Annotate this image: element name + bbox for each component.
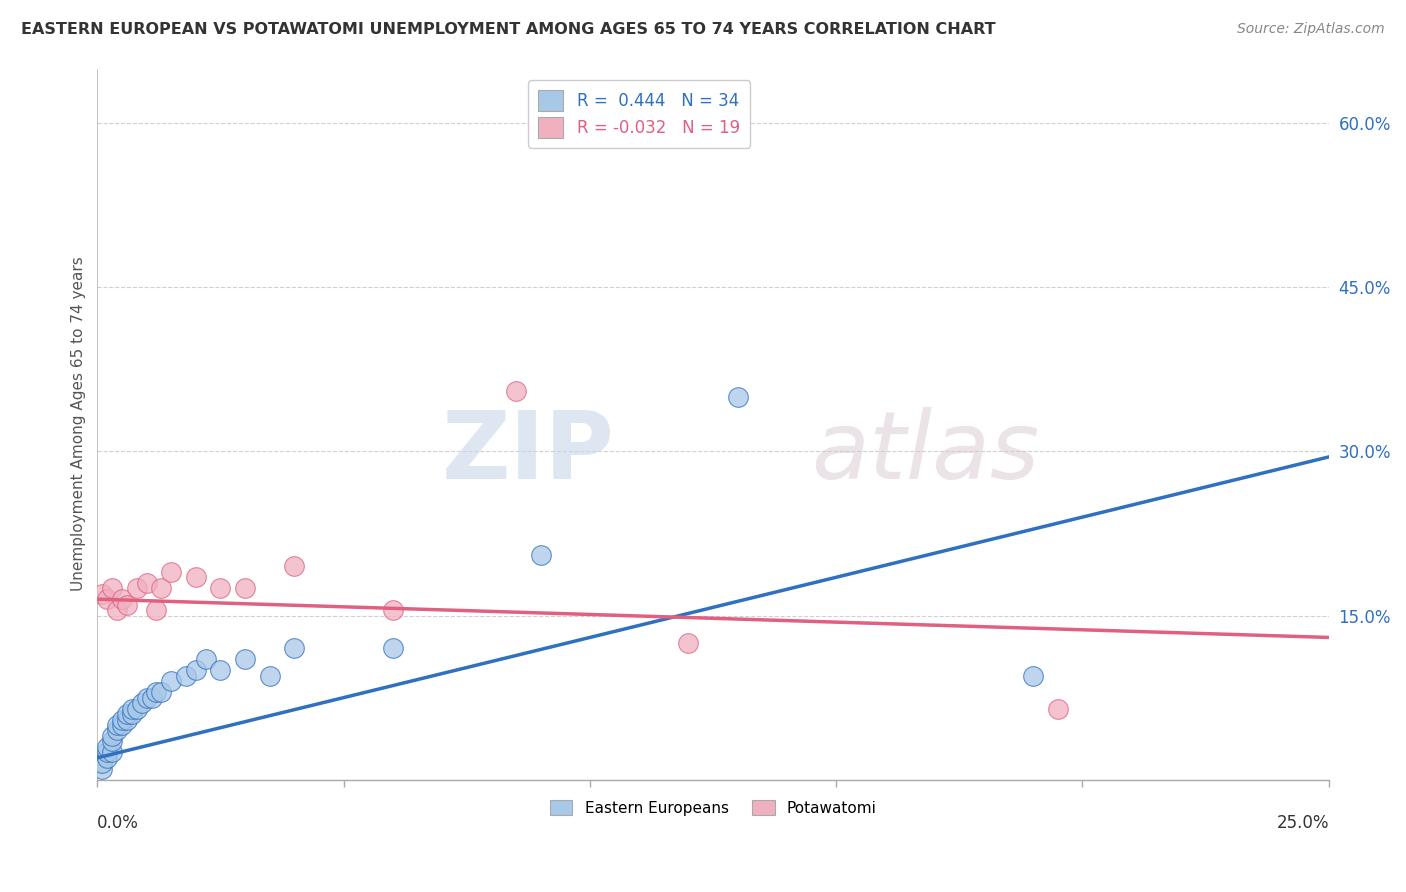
Point: [96, 592, 118, 607]
Point: [125, 581, 148, 595]
Text: 0.0%: 0.0%: [97, 814, 139, 832]
Point: [125, 701, 148, 715]
Text: 25.0%: 25.0%: [1277, 814, 1329, 832]
Point: [111, 713, 134, 727]
Point: [505, 384, 527, 399]
Point: [131, 696, 153, 710]
Point: [145, 685, 167, 699]
Text: Source: ZipAtlas.com: Source: ZipAtlas.com: [1237, 22, 1385, 37]
Point: [111, 718, 134, 732]
Point: [160, 674, 183, 689]
Point: [101, 581, 124, 595]
Point: [121, 701, 143, 715]
Point: [145, 603, 167, 617]
Point: [160, 565, 183, 579]
Point: [91, 587, 114, 601]
Point: [150, 685, 173, 699]
Point: [209, 663, 232, 677]
Point: [233, 652, 256, 666]
Point: [96, 739, 118, 754]
Point: [96, 751, 118, 765]
Text: ZIP: ZIP: [441, 407, 614, 499]
Point: [209, 581, 232, 595]
Point: [101, 734, 124, 748]
Point: [283, 559, 305, 574]
Text: EASTERN EUROPEAN VS POTAWATOMI UNEMPLOYMENT AMONG AGES 65 TO 74 YEARS CORRELATIO: EASTERN EUROPEAN VS POTAWATOMI UNEMPLOYM…: [21, 22, 995, 37]
Point: [135, 575, 157, 590]
Point: [1022, 669, 1045, 683]
Point: [111, 592, 134, 607]
Point: [115, 713, 138, 727]
Point: [91, 756, 114, 771]
Point: [174, 669, 197, 683]
Point: [259, 669, 281, 683]
Point: [530, 549, 553, 563]
Text: atlas: atlas: [811, 407, 1040, 498]
Point: [121, 706, 143, 721]
Legend: Eastern Europeans, Potawatomi: Eastern Europeans, Potawatomi: [543, 794, 883, 822]
Point: [105, 723, 128, 738]
Y-axis label: Unemployment Among Ages 65 to 74 years: Unemployment Among Ages 65 to 74 years: [72, 257, 86, 591]
Point: [115, 706, 138, 721]
Point: [135, 690, 157, 705]
Point: [381, 603, 404, 617]
Point: [678, 636, 700, 650]
Point: [381, 641, 404, 656]
Point: [101, 745, 124, 759]
Point: [141, 690, 163, 705]
Point: [101, 729, 124, 743]
Point: [96, 745, 118, 759]
Point: [233, 581, 256, 595]
Point: [91, 762, 114, 776]
Point: [150, 581, 173, 595]
Point: [283, 641, 305, 656]
Point: [105, 603, 128, 617]
Point: [184, 570, 207, 584]
Point: [184, 663, 207, 677]
Point: [1046, 701, 1069, 715]
Point: [727, 390, 749, 404]
Point: [105, 718, 128, 732]
Point: [115, 598, 138, 612]
Point: [194, 652, 217, 666]
